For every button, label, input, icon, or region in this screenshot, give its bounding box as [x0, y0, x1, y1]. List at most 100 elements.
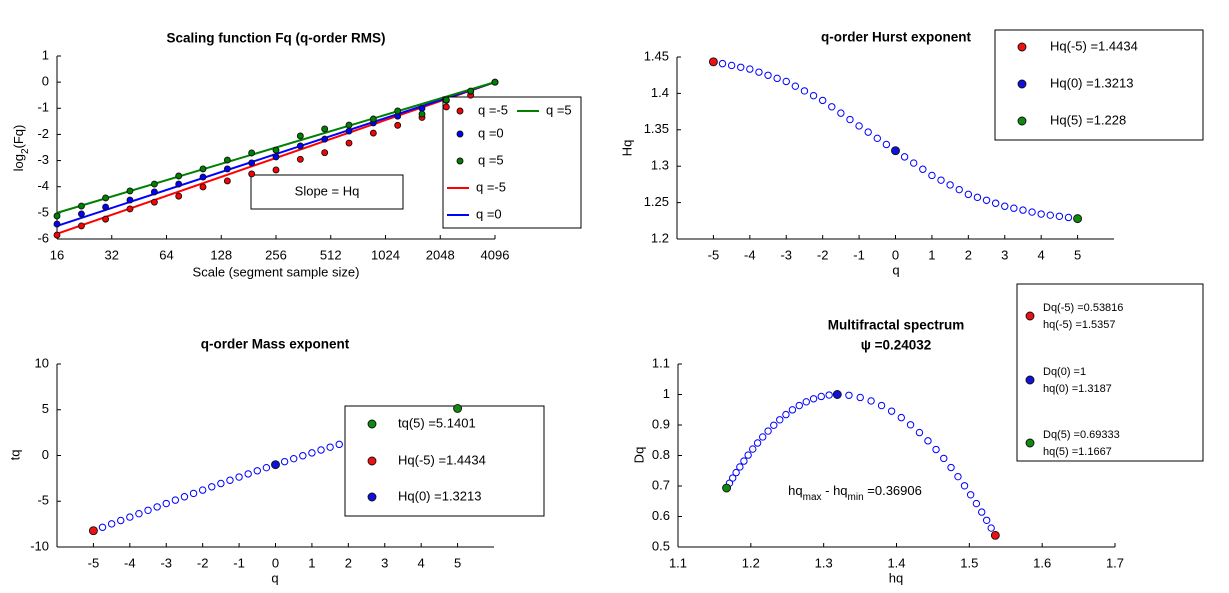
legend-box [1016, 283, 1204, 462]
y-tick-label: 0.6 [652, 508, 670, 523]
data-point [1073, 214, 1083, 224]
curve-marker [867, 397, 875, 405]
data-point [126, 196, 134, 204]
data-point [394, 107, 402, 115]
annotation-box [250, 174, 404, 210]
legend-marker [456, 107, 464, 115]
curve-marker [244, 470, 252, 478]
x-tick-label: -3 [160, 555, 172, 570]
y-tick-label: 1.25 [644, 194, 669, 209]
legend-marker [1025, 438, 1035, 448]
y-tick-label: -1 [37, 100, 49, 115]
data-point [53, 231, 61, 239]
legend-label: q =0 [476, 206, 502, 221]
data-point [126, 187, 134, 195]
curve-marker [947, 463, 955, 472]
y-tick-label: 1.1 [652, 355, 670, 370]
curve-marker [740, 457, 748, 465]
data-point [418, 110, 426, 118]
curve-marker [828, 103, 836, 111]
curve-marker [782, 410, 790, 419]
x-tick-label: 1.7 [1106, 555, 1124, 570]
legend-label: q =0 [478, 125, 504, 140]
data-point [88, 526, 98, 536]
x-tick-label: 2 [345, 555, 352, 570]
x-tick-label: 1.4 [887, 555, 905, 570]
y-tick-label: -10 [30, 538, 49, 553]
data-point [102, 203, 110, 211]
x-tick-label: -1 [233, 555, 245, 570]
x-tick-label: -5 [708, 247, 720, 262]
curve-marker [1001, 202, 1009, 210]
curve-marker [960, 482, 969, 490]
legend-marker [1017, 116, 1027, 126]
curve-marker [800, 87, 809, 95]
curve-marker [189, 489, 198, 498]
data-point [102, 194, 110, 202]
legend-marker [1025, 311, 1035, 321]
data-point [53, 220, 61, 228]
data-point [708, 57, 718, 67]
data-point [369, 115, 377, 123]
legend-label: q =5 [478, 152, 504, 167]
y-tick-label: 5 [42, 401, 49, 416]
curve-marker [817, 392, 825, 401]
annotation-part: min [848, 492, 864, 503]
chart-title: q-order Hurst exponent [821, 30, 972, 45]
y-tick-label: -5 [37, 493, 49, 508]
data-point [248, 170, 256, 178]
data-point [199, 173, 207, 181]
x-tick-label: 2 [965, 247, 972, 262]
x-tick-label: 1.1 [669, 555, 687, 570]
x-tick-label: 128 [210, 247, 232, 262]
curve-marker [809, 91, 818, 100]
y-tick-label: 1.45 [644, 48, 669, 63]
curve-marker [135, 509, 143, 518]
x-tick-label: 1.2 [742, 555, 760, 570]
y-axis-label-part: log [11, 154, 26, 171]
curve-marker [825, 391, 833, 399]
legend-marker [1017, 42, 1027, 52]
curve-marker [788, 406, 797, 414]
x-tick-label: 16 [50, 247, 64, 262]
curve-marker [954, 472, 962, 481]
legend-marker [367, 456, 377, 466]
y-tick-label: -3 [37, 152, 49, 167]
curve-marker [126, 513, 134, 521]
legend-box [442, 96, 582, 229]
legend-box [344, 405, 545, 517]
data-point [722, 483, 732, 493]
curve-marker [915, 428, 924, 437]
y-tick-label: 0 [42, 74, 49, 89]
x-tick-label: 1 [928, 247, 935, 262]
curve-marker [737, 63, 745, 71]
curve-marker [900, 153, 909, 161]
legend-label: Dq(5) =0.69333 [1043, 429, 1120, 441]
data-point [321, 135, 329, 143]
data-point [248, 149, 256, 157]
curve-marker [217, 479, 225, 488]
chart-title: Multifractal spectrum [828, 318, 965, 333]
chart-subtitle: ψ =0.24032 [861, 338, 932, 353]
curve-marker [973, 193, 982, 202]
x-tick-label: -4 [744, 247, 756, 262]
data-point [990, 530, 1000, 540]
data-point [272, 153, 280, 161]
y-axis-label: Hq [619, 140, 634, 157]
curve-marker [910, 159, 918, 167]
x-tick-label: -2 [197, 555, 209, 570]
data-point [394, 121, 402, 129]
curve-marker [746, 65, 754, 73]
data-point [77, 210, 85, 218]
y-tick-label: 0.7 [652, 477, 670, 492]
curve-marker [299, 452, 307, 460]
curve-marker [978, 508, 986, 516]
curve-marker [966, 491, 975, 499]
data-point [453, 404, 463, 413]
curve-marker [1046, 211, 1054, 219]
legend-marker [367, 419, 377, 429]
x-tick-label: 4096 [481, 247, 510, 262]
annotation-part: hq [788, 483, 802, 498]
curve-marker [873, 134, 881, 143]
curve-marker [987, 524, 995, 532]
